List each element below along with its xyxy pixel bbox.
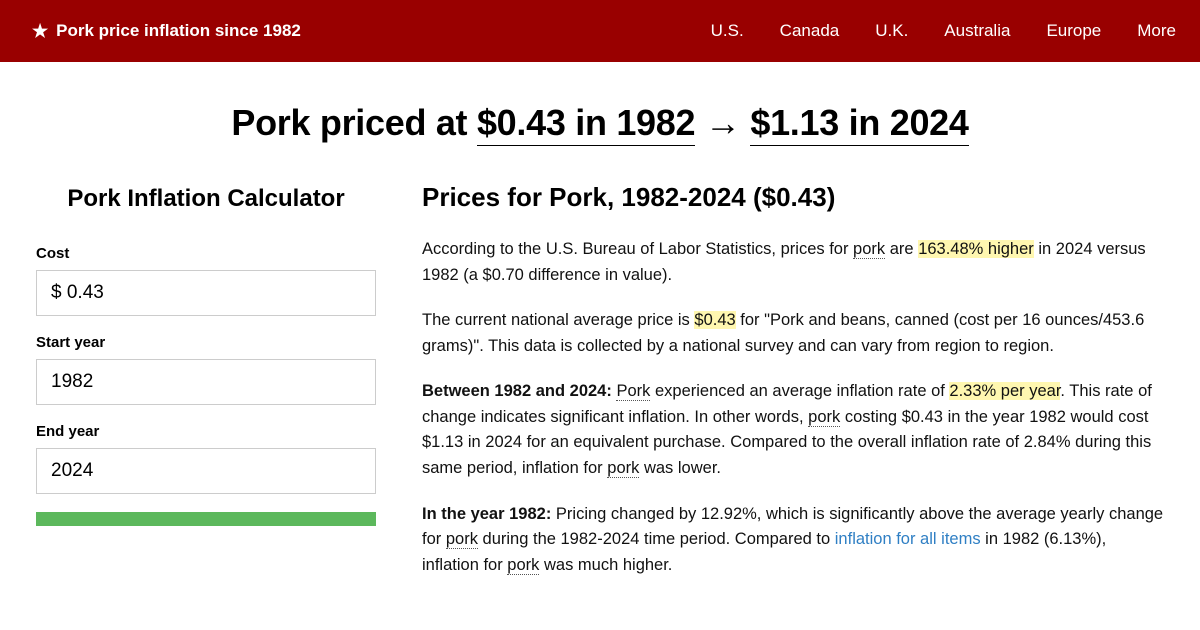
nav-link-uk[interactable]: U.K. (875, 21, 908, 41)
end-year-field-group: End year (36, 423, 376, 494)
heading-from: $0.43 in 1982 (477, 102, 695, 146)
content: Pork Inflation Calculator Cost Start yea… (0, 182, 1200, 598)
end-year-label: End year (36, 423, 376, 440)
end-year-input[interactable] (36, 448, 376, 494)
calculate-button[interactable] (36, 512, 376, 526)
start-year-input[interactable] (36, 359, 376, 405)
article: Prices for Pork, 1982-2024 ($0.43) Accor… (422, 182, 1164, 598)
cost-input[interactable] (36, 270, 376, 316)
calculator-panel: Pork Inflation Calculator Cost Start yea… (36, 182, 376, 598)
page-title: Pork priced at $0.43 in 1982 → $1.13 in … (0, 102, 1200, 144)
star-icon: ★ (32, 21, 48, 42)
paragraph-4: In the year 1982: Pricing changed by 12.… (422, 502, 1164, 579)
nav-link-more[interactable]: More (1137, 21, 1176, 41)
calculator-title: Pork Inflation Calculator (36, 182, 376, 217)
cost-field-group: Cost (36, 245, 376, 316)
navbar: ★ Pork price inflation since 1982 U.S. C… (0, 0, 1200, 62)
nav-title: Pork price inflation since 1982 (56, 21, 301, 41)
nav-link-australia[interactable]: Australia (944, 21, 1010, 41)
nav-link-canada[interactable]: Canada (780, 21, 840, 41)
start-year-field-group: Start year (36, 334, 376, 405)
nav-brand[interactable]: ★ Pork price inflation since 1982 (32, 21, 301, 42)
paragraph-2: The current national average price is $0… (422, 308, 1164, 359)
cost-label: Cost (36, 245, 376, 262)
nav-link-us[interactable]: U.S. (711, 21, 744, 41)
heading-to: $1.13 in 2024 (750, 102, 968, 146)
paragraph-1: According to the U.S. Bureau of Labor St… (422, 237, 1164, 288)
article-title: Prices for Pork, 1982-2024 ($0.43) (422, 182, 1164, 213)
inflation-all-items-link[interactable]: inflation for all items (835, 530, 981, 548)
nav-links: U.S. Canada U.K. Australia Europe More (711, 21, 1176, 41)
paragraph-3: Between 1982 and 2024: Pork experienced … (422, 379, 1164, 481)
nav-link-europe[interactable]: Europe (1046, 21, 1101, 41)
start-year-label: Start year (36, 334, 376, 351)
